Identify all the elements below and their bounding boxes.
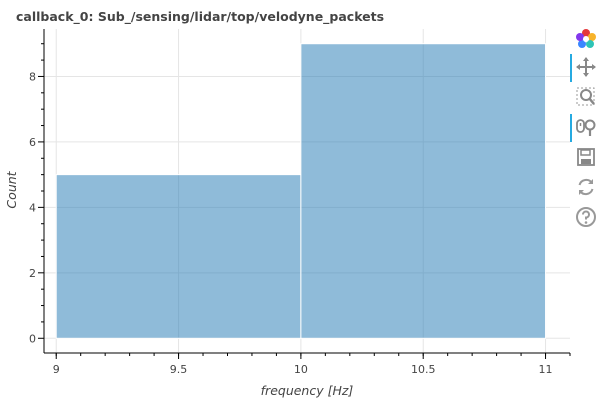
plot-title: callback_0: Sub_/sensing/lidar/top/velod… (16, 9, 384, 25)
histogram-bar-1 (300, 43, 547, 339)
reset-tool-icon[interactable] (570, 174, 600, 202)
x-axis-label: frequency [Hz] (261, 383, 354, 398)
y-tick-label-4: 8 (29, 70, 36, 83)
tick-labels: 9 9.5 10 10.5 11 0 2 4 6 8 (29, 70, 553, 376)
save-tool-icon[interactable] (570, 144, 600, 172)
bars (55, 43, 547, 339)
x-tick-label-0: 9 (53, 363, 60, 376)
y-tick-label-0: 0 (29, 332, 36, 345)
plot-toolbar (570, 26, 600, 256)
wheel-zoom-tool-active-indicator (570, 114, 572, 142)
x-tick-label-2: 10 (294, 363, 308, 376)
y-tick-label-2: 4 (29, 201, 36, 214)
x-tick-label-3: 10.5 (411, 363, 436, 376)
pan-tool-active-indicator (570, 54, 572, 82)
wheel-zoom-tool-icon[interactable] (570, 114, 600, 142)
x-tick-label-1: 9.5 (170, 363, 188, 376)
y-tick-label-3: 6 (29, 136, 36, 149)
histogram-bar-0 (55, 174, 302, 339)
y-tick-label-1: 2 (29, 267, 36, 280)
box-zoom-tool-icon[interactable] (570, 84, 600, 112)
help-tool-icon[interactable] (570, 204, 600, 232)
pan-tool-icon[interactable] (570, 54, 600, 82)
y-axis-label: Count (4, 170, 19, 208)
x-tick-label-4: 11 (539, 363, 553, 376)
bokeh-logo-icon[interactable] (570, 26, 600, 54)
axes (38, 29, 571, 359)
